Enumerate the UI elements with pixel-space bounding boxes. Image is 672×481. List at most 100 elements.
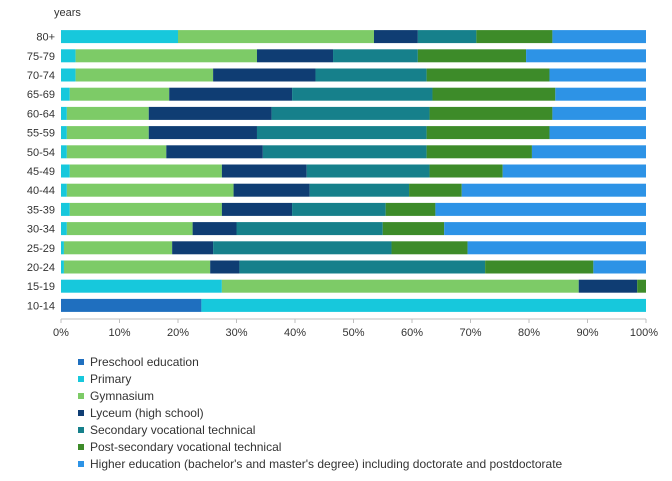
- bar-segment: [61, 164, 70, 178]
- bar-segment: [233, 183, 310, 197]
- x-tick-label: 70%: [459, 327, 481, 339]
- bar-segment: [435, 202, 646, 216]
- bar-segment: [262, 145, 427, 159]
- legend-label: Post-secondary vocational technical: [90, 439, 282, 454]
- legend-label: Preschool education: [90, 354, 199, 369]
- bar-segment: [63, 260, 211, 274]
- legend-swatch: [78, 460, 84, 467]
- bar-segment: [549, 126, 646, 140]
- bar-segment: [373, 30, 418, 44]
- category-label: 80+: [36, 32, 55, 44]
- bar-segment: [61, 126, 67, 140]
- bar-segment: [476, 30, 553, 44]
- bar-segment: [552, 30, 646, 44]
- legend: Preschool education Primary Gymnasium Lyceu…: [78, 353, 668, 472]
- bar-segment: [426, 68, 550, 82]
- bar-segment: [172, 241, 214, 255]
- legend-item: Post-secondary vocational technical: [78, 438, 668, 455]
- x-tick-label: 50%: [342, 327, 364, 339]
- bar-segment: [63, 241, 173, 255]
- bar-segment: [432, 87, 556, 101]
- bar-segment: [61, 30, 178, 44]
- bar-segment: [210, 260, 240, 274]
- category-labels: 80+ 75-79 70-74 65-69 60-64 55-59 50-54 45-49 40…: [27, 32, 55, 313]
- bar-segment: [467, 241, 646, 255]
- x-tick-label: 30%: [225, 327, 247, 339]
- legend-item: Higher education (bachelor's and master'…: [78, 455, 668, 472]
- bar-segment: [426, 145, 532, 159]
- x-tick-label: 40%: [284, 327, 306, 339]
- bar-segment: [66, 126, 149, 140]
- category-label: 55-59: [27, 128, 55, 140]
- legend-label: Higher education (bachelor's and master'…: [90, 456, 563, 471]
- legend-label: Lyceum (high school): [90, 405, 204, 420]
- legend-label: Secondary vocational technical: [90, 422, 256, 437]
- bar-segment: [213, 68, 316, 82]
- legend-item: Lyceum (high school): [78, 404, 668, 421]
- bar-segment: [61, 298, 202, 312]
- category-label: 25-29: [27, 243, 55, 255]
- bar-segment: [391, 241, 468, 255]
- category-label: 15-19: [27, 281, 55, 293]
- bar-segment: [309, 183, 410, 197]
- bar-segment: [417, 30, 477, 44]
- bar-segment: [61, 183, 67, 197]
- legend-swatch: [78, 392, 84, 399]
- bar-segment: [169, 87, 293, 101]
- bar-segment: [69, 164, 222, 178]
- bar-segment: [61, 87, 70, 101]
- bar-segment: [192, 222, 237, 236]
- bar-segment: [444, 222, 646, 236]
- x-tick-label: 90%: [576, 327, 598, 339]
- bar-segment: [333, 49, 418, 63]
- x-tick-label: 10%: [108, 327, 130, 339]
- bar-segment: [526, 49, 646, 63]
- bar-segment: [637, 279, 646, 293]
- bar-segment: [593, 260, 646, 274]
- bar-segment: [148, 106, 272, 120]
- bar-segment: [306, 164, 430, 178]
- x-tick-label: 20%: [167, 327, 189, 339]
- legend-item: Preschool education: [78, 353, 668, 370]
- bar-segment: [239, 260, 486, 274]
- category-label: 40-44: [27, 185, 55, 197]
- category-label: 70-74: [27, 70, 55, 82]
- bar-segment: [429, 164, 503, 178]
- bar-segment: [61, 145, 67, 159]
- category-label: 45-49: [27, 166, 55, 178]
- category-label: 50-54: [27, 147, 55, 159]
- category-label: 60-64: [27, 108, 55, 120]
- bar-segment: [61, 222, 67, 236]
- category-label: 10-14: [27, 300, 55, 312]
- bar-segment: [66, 183, 234, 197]
- bar-segment: [61, 68, 76, 82]
- bar-segment: [61, 241, 64, 255]
- bar-segment: [148, 126, 257, 140]
- category-label: 35-39: [27, 204, 55, 216]
- bar-segment: [485, 260, 594, 274]
- x-axis-ticks: 0% 10% 20% 30% 40% 50% 60% 70% 80% 90% 100%: [53, 318, 658, 339]
- legend-swatch: [78, 409, 84, 416]
- bar-segment: [271, 106, 430, 120]
- legend-swatch: [78, 375, 84, 382]
- bar-segment: [66, 145, 167, 159]
- bar-segment: [409, 183, 462, 197]
- bar-segment: [417, 49, 527, 63]
- bar-segment: [221, 202, 293, 216]
- bar-segment: [69, 202, 222, 216]
- bar-segment: [315, 68, 427, 82]
- bar-segment: [61, 279, 222, 293]
- bar-segment: [426, 126, 550, 140]
- bar-segment: [61, 106, 67, 120]
- y-axis-title: years: [54, 7, 81, 19]
- bar-segment: [552, 106, 646, 120]
- x-tick-label: 100%: [630, 327, 658, 339]
- legend-item: Primary: [78, 370, 668, 387]
- legend-swatch: [78, 358, 84, 365]
- bar-segment: [221, 279, 579, 293]
- bar-segment: [221, 164, 307, 178]
- bars-layer: [61, 30, 646, 312]
- legend-label: Gymnasium: [90, 388, 155, 403]
- bar-segment: [178, 30, 374, 44]
